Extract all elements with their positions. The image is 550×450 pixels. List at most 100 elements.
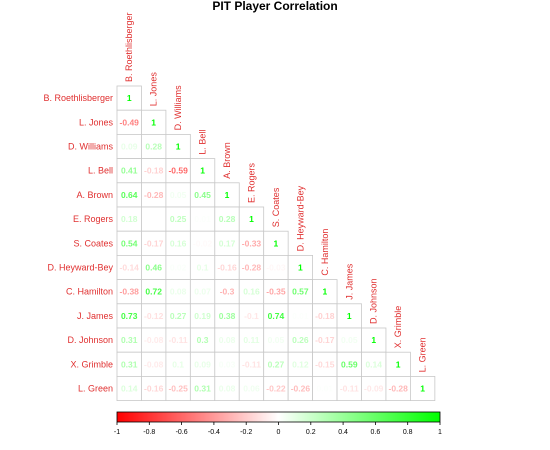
column-label-x-grimble: X. Grimble — [393, 306, 403, 349]
cell-value: -0.08 — [144, 359, 164, 369]
matrix-cell — [312, 303, 338, 329]
column-label-d-williams: D. Williams — [173, 85, 183, 130]
matrix-cell — [116, 206, 142, 232]
cell-value: 0.14 — [365, 359, 382, 369]
row-label-d-johnson: D. Johnson — [67, 335, 113, 345]
matrix-cell — [189, 206, 216, 232]
cell-value: -0.08 — [144, 335, 164, 345]
column-label-c-hamilton: C. Hamilton — [320, 229, 330, 276]
matrix-cell — [116, 375, 142, 401]
cell-value: 1 — [347, 311, 352, 321]
row-label-e-rogers: E. Rogers — [73, 214, 114, 224]
cell-value: -0.49 — [120, 117, 140, 127]
matrix-cell — [238, 206, 265, 232]
cell-value: 1 — [420, 384, 425, 394]
cell-value: 0.45 — [194, 190, 211, 200]
cell-value: -0.11 — [242, 359, 261, 369]
matrix-cell — [361, 375, 387, 401]
cell-value: 0.05 — [341, 335, 358, 345]
cell-value: 1 — [127, 93, 132, 103]
row-label-l-jones: L. Jones — [79, 117, 114, 127]
matrix-cell — [287, 375, 313, 401]
cell-value: -0.3 — [220, 287, 235, 297]
cell-value: 0.03 — [219, 359, 236, 369]
cell-value: 1 — [298, 263, 303, 273]
matrix-cell — [189, 303, 216, 329]
cell-value: 0.05 — [268, 335, 285, 345]
matrix-cell — [238, 327, 265, 353]
matrix-cell — [263, 351, 289, 377]
cell-value: -0.18 — [315, 311, 335, 321]
matrix-cell — [336, 303, 362, 329]
cell-value: 0.27 — [268, 359, 285, 369]
matrix-cell — [189, 182, 216, 208]
row-label-c-hamilton: C. Hamilton — [66, 287, 113, 297]
matrix-cell — [165, 254, 191, 280]
cell-value: -0.12 — [144, 311, 164, 321]
cell-value: 0.1 — [172, 359, 184, 369]
cell-value: 0.02 — [170, 263, 187, 273]
cell-value: 0.31 — [194, 384, 211, 394]
legend-tick-label: 0 — [277, 429, 281, 436]
cell-value: 0.46 — [145, 263, 162, 273]
matrix-cell — [189, 327, 216, 353]
matrix-cell — [287, 254, 313, 280]
cell-value: -0.17 — [144, 238, 164, 248]
cell-value: 0.01 — [292, 311, 309, 321]
cell-value: 0.31 — [121, 335, 138, 345]
row-label-j-james: J. James — [77, 311, 114, 321]
cell-value: 1 — [249, 214, 254, 224]
cell-value: -0.11 — [169, 335, 188, 345]
matrix-cell — [116, 85, 142, 111]
matrix-cell — [312, 327, 338, 353]
cell-value: 0.31 — [121, 359, 138, 369]
row-label-l-bell: L. Bell — [88, 166, 113, 176]
cell-value: -0.38 — [120, 287, 140, 297]
cell-value: 0.54 — [121, 238, 138, 248]
matrix-cell — [238, 351, 265, 377]
matrix-cell — [165, 133, 191, 159]
legend-tick-label: -1 — [114, 429, 120, 436]
matrix-cell — [214, 206, 240, 232]
color-legend: -1 -0.8 -0.6 -0.4 -0.2 0 0.2 0.4 0.6 0.8 1 — [114, 411, 442, 436]
cell-value: -0.28 — [242, 263, 262, 273]
cell-value: 0.01 — [194, 214, 211, 224]
cell-value: 0.08 — [219, 384, 236, 394]
matrix-cell — [409, 375, 436, 401]
cell-value: 1 — [396, 359, 401, 369]
cell-value: 0.72 — [145, 287, 162, 297]
row-label-d-williams: D. Williams — [68, 142, 113, 152]
cell-value: 0.06 — [243, 384, 260, 394]
column-label-l-green: L. Green — [418, 337, 428, 372]
cell-value: -0.09 — [364, 384, 384, 394]
cell-value: 1 — [225, 190, 230, 200]
cell-value: 0.28 — [219, 214, 236, 224]
cell-value: -0.15 — [315, 359, 335, 369]
cell-value: -0.11 — [340, 384, 359, 394]
matrix-cell — [116, 303, 142, 329]
matrix-cell — [336, 375, 362, 401]
cell-value: 0.07 — [194, 287, 211, 297]
cell-value: 0.38 — [219, 311, 236, 321]
column-label-s-coates: S. Coates — [271, 187, 281, 227]
matrix-cell — [165, 303, 191, 329]
matrix-cell — [312, 351, 338, 377]
matrix-cell — [238, 230, 265, 256]
cell-value: -0.03 — [266, 263, 286, 273]
column-label-d-heyward-bey: D. Heyward-Bey — [295, 185, 305, 251]
matrix-cell — [141, 206, 167, 232]
legend-tick-label: -0.6 — [176, 429, 188, 436]
cell-value: 0.1 — [197, 263, 209, 273]
matrix-cell — [361, 351, 387, 377]
row-label-d-heyward-bey: D. Heyward-Bey — [47, 263, 113, 273]
cell-value: 0.19 — [194, 311, 211, 321]
cell-value: -0.35 — [266, 287, 286, 297]
matrix-cell — [141, 351, 167, 377]
row-label-x-grimble: X. Grimble — [70, 359, 113, 369]
cell-value: 0.74 — [268, 311, 285, 321]
matrix-cell — [116, 279, 142, 305]
column-label-a-brown: A. Brown — [222, 142, 232, 179]
matrix-cell — [336, 351, 362, 377]
matrix-cell — [312, 279, 338, 305]
